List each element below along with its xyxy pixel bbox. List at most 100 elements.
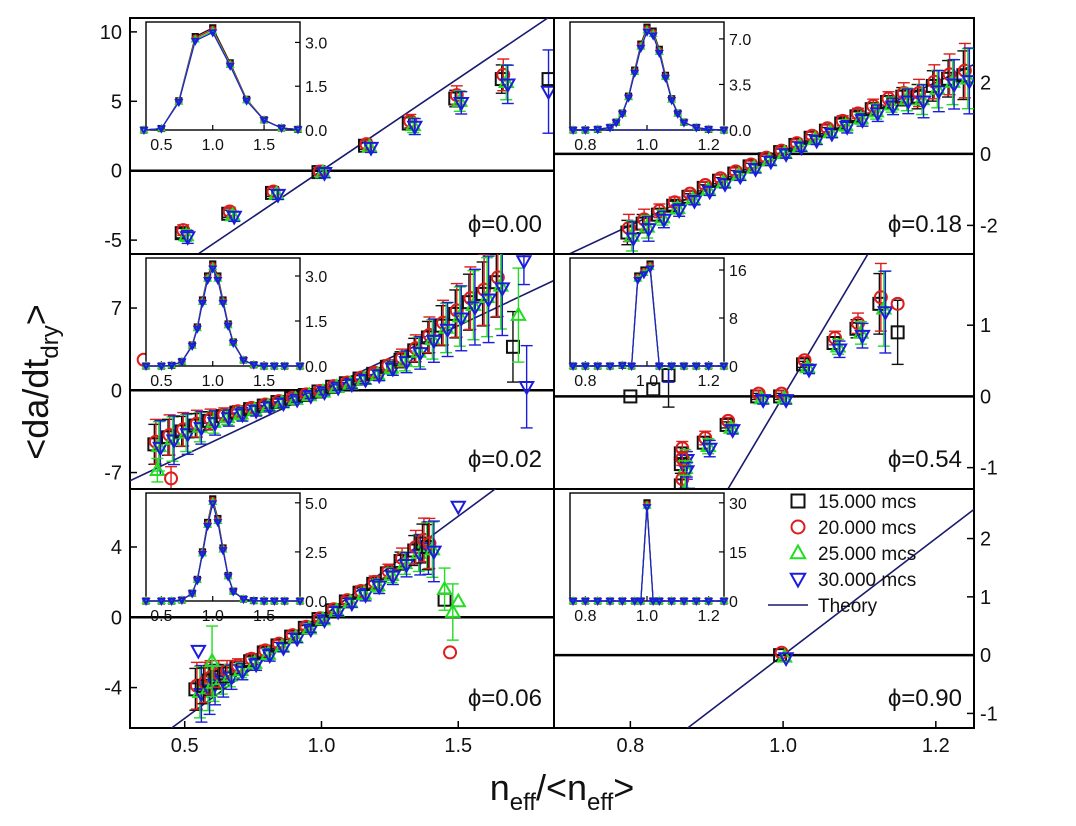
- inset-top-right: 0.8 1.0 1.2 7.0 3.5 0.0: [568, 21, 751, 154]
- point-s30: [370, 369, 388, 385]
- inset-point-s30: [187, 342, 197, 351]
- inset-point-s30: [642, 504, 652, 513]
- inset-point-s30: [141, 597, 151, 607]
- point-s30: [724, 424, 741, 439]
- inset-point-s30: [174, 99, 184, 108]
- inset-x-tick-label: 0.5: [150, 373, 172, 390]
- inset-y-tick-label: 16: [729, 263, 747, 280]
- inset-point-s30: [208, 265, 218, 274]
- point-s15: [623, 389, 638, 404]
- y-axis-label: <da/dtdry>: [15, 304, 64, 459]
- point-s30: [777, 652, 795, 667]
- point-s30: [261, 649, 279, 665]
- point-s30: [316, 614, 333, 629]
- point-s30: [362, 141, 380, 157]
- inset-point-s30: [611, 119, 621, 128]
- panel-frame: [553, 488, 975, 729]
- inset-point-s30: [225, 62, 235, 71]
- point-s30: [223, 671, 240, 687]
- point-s30: [701, 442, 719, 458]
- inset-x-tick-label: 1.0: [636, 373, 658, 390]
- inset-y-tick-label: 0.0: [305, 594, 327, 611]
- inset-x-tick-label: 1.0: [636, 608, 658, 625]
- inset-top-left: 0.5 1.0 1.5 3.0 1.5 0.0: [139, 21, 327, 154]
- point-s25: [436, 580, 453, 595]
- point-s30: [179, 428, 197, 444]
- panel-annotation: ϕ=0.90: [888, 685, 962, 712]
- point-s15: [890, 325, 905, 340]
- point-s30: [854, 114, 871, 129]
- inset-y-tick-label: 15: [729, 545, 747, 562]
- inset-point-s30: [673, 110, 683, 119]
- inset-y-tick-label: 3.0: [305, 35, 327, 52]
- inset-point-s30: [213, 519, 223, 528]
- panel-annotation: ϕ=0.02: [468, 446, 542, 473]
- y-tick-label: -5: [104, 230, 122, 252]
- point-s30: [288, 632, 306, 648]
- point-s30: [275, 641, 292, 657]
- inset-bottom-left: 0.5 1.0 1.5 5.0 2.5 0.0: [141, 492, 327, 625]
- inset-point-s30: [177, 358, 187, 367]
- point-s25: [449, 592, 467, 608]
- inset-middle-left: 0.5 1.0 1.5 3.0 1.5 0.0: [141, 257, 327, 390]
- legend: 15.000 mcs 20.000 mcs 25.000 mcs 30.000 mcs…: [768, 492, 916, 617]
- y-tick-label: 2: [980, 529, 991, 551]
- inset-frame: [569, 21, 725, 131]
- theory-line: [196, 18, 550, 254]
- inset-point-s30: [192, 325, 202, 334]
- y-tick-label: 1: [980, 587, 991, 609]
- inset-point-s30: [667, 97, 677, 106]
- inset-point-s30: [679, 119, 689, 128]
- inset-point-s30: [293, 126, 303, 135]
- inset-point-s30: [197, 551, 208, 560]
- inset-curve-s30: [143, 31, 298, 131]
- point-s30: [678, 465, 696, 480]
- panel-middle-left: 7 0 -7 ϕ=0.02 0.5 1.0 1.5 3.0 1.5 0.0: [104, 253, 555, 490]
- inset-point-s30: [645, 265, 655, 274]
- point-s30: [269, 188, 287, 204]
- point-s30: [225, 210, 243, 226]
- point-s30: [452, 97, 470, 112]
- inset-point-s30: [242, 97, 252, 106]
- legend-label: 25.000 mcs: [818, 544, 916, 565]
- inset-y-tick-label: 0.0: [305, 123, 327, 140]
- legend-entry-s25: 25.000 mcs: [789, 543, 916, 565]
- y-tick-label: -7: [104, 463, 122, 485]
- inset-point-s30: [190, 37, 200, 46]
- point-s30: [808, 134, 825, 150]
- point-s30: [838, 120, 856, 136]
- point-s30: [425, 334, 443, 350]
- inset-point-s30: [295, 362, 305, 372]
- inset-point-s30: [691, 124, 701, 133]
- inset-point-s30: [208, 500, 218, 509]
- inset-frame: [145, 21, 301, 131]
- point-s30: [152, 441, 169, 457]
- inset-y-tick-label: 7.0: [729, 32, 751, 49]
- panel-plot-area: [686, 508, 974, 728]
- inset-point-s30: [228, 340, 238, 349]
- x-axis-label: neff/<neff>: [490, 767, 635, 816]
- y-tick-label: 0: [111, 380, 122, 402]
- y-tick-label: -4: [104, 678, 122, 700]
- inset-frame: [569, 257, 725, 367]
- panel-plot-area: [567, 42, 974, 254]
- point-s30: [449, 500, 467, 516]
- inset-point-s30: [654, 49, 664, 58]
- point-s30: [800, 363, 818, 379]
- inset-point-s30: [719, 597, 729, 607]
- inset-curves: [568, 23, 729, 136]
- panel-annotation: ϕ=0.06: [468, 685, 542, 712]
- inset-y-tick-label: 0.0: [305, 359, 327, 376]
- panel-top-right: 2 0 -2 ϕ=0.18 0.8 1.0 1.2 7.0 3.5 0.0: [553, 17, 998, 255]
- point-s30: [190, 644, 207, 660]
- inset-curves: [139, 24, 303, 136]
- legend-swatch: [789, 543, 807, 560]
- legend-label: 30.000 mcs: [818, 570, 916, 591]
- panel-annotation: ϕ=0.18: [888, 211, 962, 238]
- inset-y-tick-label: 5.0: [305, 496, 327, 513]
- point-s30: [343, 597, 361, 613]
- inset-point-s30: [617, 110, 627, 119]
- inset-point-s30: [269, 597, 279, 607]
- inset-point-s30: [139, 126, 149, 136]
